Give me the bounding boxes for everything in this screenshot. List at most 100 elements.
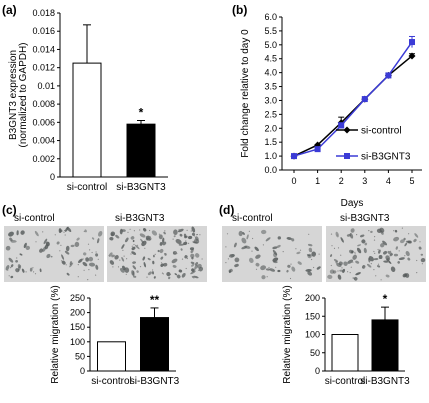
cell (66, 272, 70, 276)
pore (108, 254, 110, 257)
micrograph-c-knockdown (107, 226, 207, 282)
micrograph-background (222, 226, 322, 282)
pore (133, 230, 135, 232)
cell (338, 261, 343, 266)
cell (286, 269, 289, 273)
panel-c-migration-bar-chart: 0 50 100 150 200 250 Relative migration (%) si-… (50, 285, 180, 387)
pore (416, 272, 418, 274)
pore (54, 234, 56, 236)
cell (306, 254, 311, 257)
pore (146, 276, 148, 278)
pore (380, 279, 382, 281)
series-line-si-control (293, 55, 413, 157)
cell (194, 262, 199, 266)
pore (185, 240, 187, 242)
cell (383, 250, 388, 255)
pore (190, 230, 192, 232)
pore (112, 266, 114, 268)
cell (66, 226, 72, 233)
cell (308, 247, 313, 253)
y-tick-label: 250 (70, 293, 85, 303)
cell (356, 247, 362, 254)
data-point (409, 39, 415, 46)
pore (149, 229, 151, 232)
pore (387, 261, 389, 263)
cell (364, 242, 368, 246)
cell (153, 276, 156, 279)
cell (58, 228, 62, 233)
cell (111, 254, 115, 258)
bar-si-B3GNT3 (371, 319, 399, 372)
pore (152, 269, 154, 271)
pore (225, 246, 227, 248)
cell (34, 230, 39, 237)
cell (76, 237, 80, 241)
micrograph-c-control-label: si-control (14, 213, 55, 224)
pore (83, 230, 85, 233)
legend-label: si-B3GNT3 (361, 152, 411, 163)
pore (83, 269, 85, 271)
cell (195, 253, 200, 258)
cell (78, 258, 83, 264)
cell (380, 243, 385, 248)
cell (255, 262, 260, 267)
pore (33, 271, 35, 273)
series-line-si-B3GNT3 (293, 41, 413, 157)
cell (160, 256, 164, 260)
cell (132, 265, 137, 270)
pore (188, 242, 190, 244)
cell (39, 248, 44, 253)
cell (361, 239, 366, 244)
cell (385, 255, 390, 260)
pore (60, 260, 63, 262)
x-tick-label: 1 (315, 176, 320, 186)
y-tick-label: 3.0 (264, 95, 277, 105)
pore (377, 263, 380, 265)
cell (184, 255, 188, 259)
cell (50, 255, 53, 258)
pore (42, 231, 44, 233)
cell (333, 259, 339, 263)
pore (133, 262, 135, 264)
cell (163, 262, 168, 267)
cell (370, 230, 373, 234)
cell (382, 240, 388, 246)
cell (64, 250, 70, 255)
cell (152, 260, 155, 265)
pore (396, 236, 398, 239)
x-tick-label: 5 (409, 176, 414, 186)
cell (162, 237, 165, 243)
y-tick-label: 0.006 (32, 117, 55, 127)
cell (330, 254, 333, 258)
pore (123, 255, 125, 257)
cell (172, 264, 177, 268)
y-tick-label: 0.014 (32, 44, 55, 54)
y-tick-label: 0.018 (32, 8, 55, 18)
x-tick-label: 4 (386, 176, 391, 186)
cell (133, 275, 137, 278)
y-tick-label: 1.0 (264, 151, 277, 161)
cell (174, 273, 178, 276)
cell (5, 264, 10, 271)
y-tick-label: 3.5 (264, 82, 277, 92)
cell (342, 268, 346, 273)
y-tick-label: 2.5 (264, 109, 277, 119)
cell (158, 234, 163, 240)
pore (252, 237, 254, 240)
cell (273, 252, 278, 258)
pore (374, 252, 376, 254)
cell (159, 248, 164, 254)
pore (193, 235, 195, 237)
pore (119, 259, 121, 261)
pore (17, 233, 19, 235)
y-tick-label: 0.016 (32, 26, 55, 36)
x-tick-label: si-control (67, 182, 108, 193)
cell (233, 242, 237, 248)
cell (394, 229, 398, 233)
pore (401, 227, 403, 229)
pore (337, 270, 339, 272)
cell (10, 264, 14, 268)
cell (349, 232, 354, 239)
cell (352, 254, 357, 260)
